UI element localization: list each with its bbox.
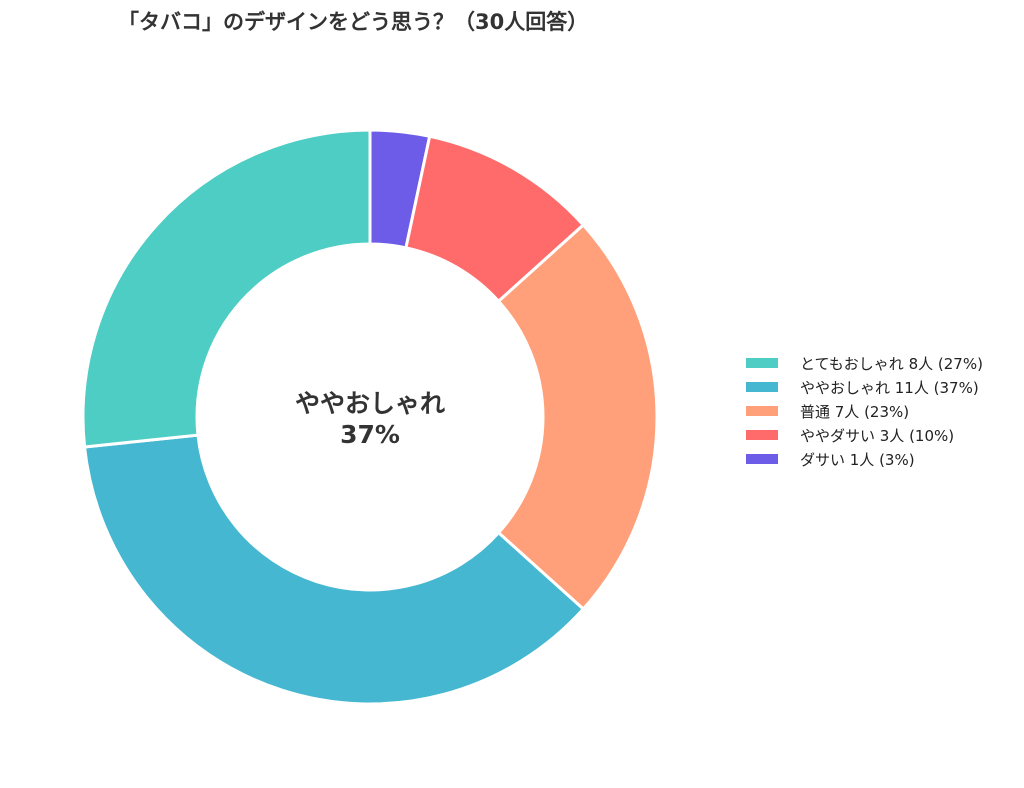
legend: とてもおしゃれ 8人 (27%) ややおしゃれ 11人 (37%) 普通 7人 … [746, 351, 983, 471]
center-label-percent: 37% [340, 420, 400, 449]
legend-label: 普通 7人 (23%) [800, 402, 910, 421]
legend-item[interactable]: とてもおしゃれ 8人 (27%) [746, 351, 983, 375]
legend-item[interactable]: ダサい 1人 (3%) [746, 447, 983, 471]
legend-label: ややおしゃれ 11人 (37%) [800, 378, 979, 397]
legend-swatch [746, 406, 778, 416]
legend-item[interactable]: ややおしゃれ 11人 (37%) [746, 375, 983, 399]
legend-swatch [746, 358, 778, 368]
legend-label: ややダサい 3人 (10%) [800, 426, 955, 445]
legend-label: ダサい 1人 (3%) [800, 450, 915, 469]
center-label-name: ややおしゃれ [295, 389, 445, 418]
slice-とてもおしゃれ[interactable] [81, 128, 372, 449]
slice-ややおしゃれ[interactable] [82, 433, 586, 706]
slice-普通[interactable] [496, 222, 659, 612]
legend-item[interactable]: ややダサい 3人 (10%) [746, 423, 983, 447]
legend-item[interactable]: 普通 7人 (23%) [746, 399, 983, 423]
chart-title: 「タバコ」のデザインをどう思う？（30人回答） [118, 10, 589, 34]
legend-swatch [746, 454, 778, 464]
legend-label: とてもおしゃれ 8人 (27%) [800, 354, 983, 373]
legend-swatch [746, 430, 778, 440]
legend-swatch [746, 382, 778, 392]
